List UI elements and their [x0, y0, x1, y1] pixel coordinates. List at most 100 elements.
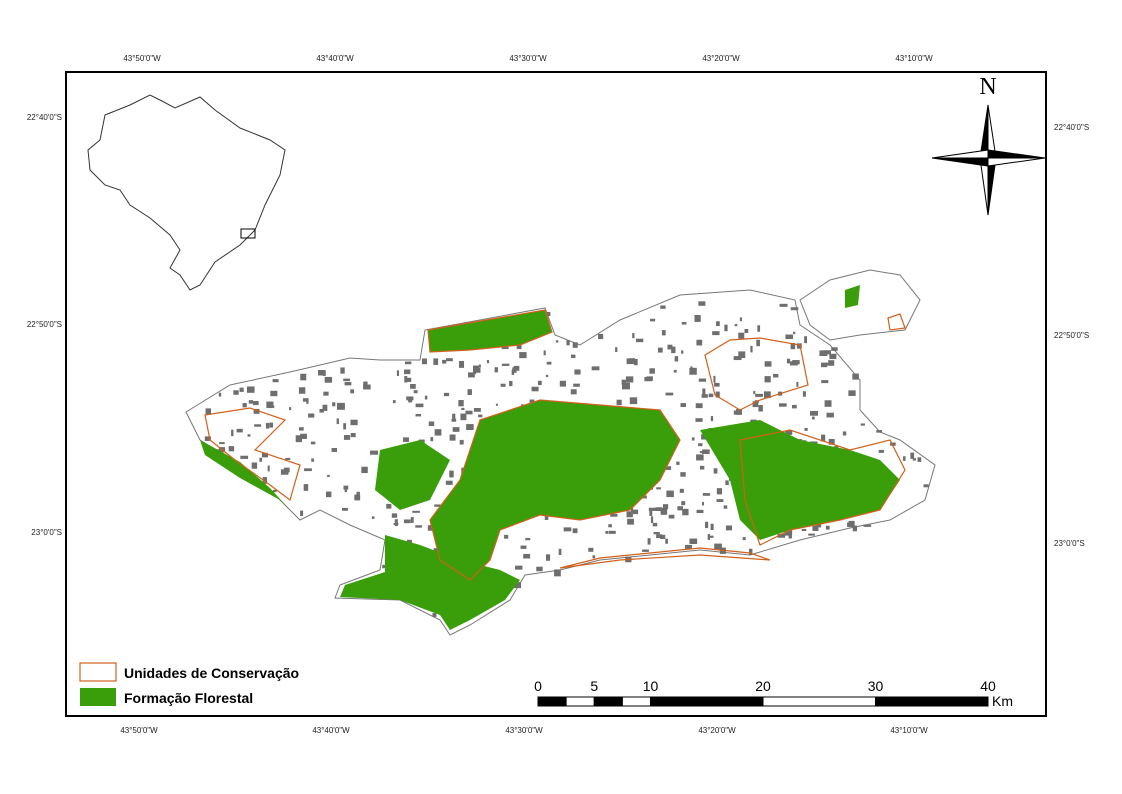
gray-speck	[513, 582, 522, 589]
gray-speck	[702, 388, 706, 395]
coord-label: 43°30'0"W	[505, 726, 543, 735]
gray-speck	[828, 439, 835, 445]
scale-segment	[565, 696, 595, 707]
gray-speck	[649, 510, 653, 516]
gray-speck	[242, 403, 247, 408]
coord-label: 23°0'0"S	[1054, 539, 1085, 548]
gray-speck	[616, 399, 622, 406]
gray-speck	[432, 613, 437, 617]
inset-locator	[240, 228, 256, 239]
gray-speck	[695, 403, 703, 409]
gray-speck	[796, 343, 802, 349]
gray-speck	[370, 450, 378, 455]
gray-speck	[449, 434, 456, 441]
gray-speck	[716, 499, 724, 502]
gray-speck	[610, 513, 618, 517]
gray-speck	[219, 442, 225, 445]
legend-swatch	[79, 662, 117, 682]
gray-speck	[664, 466, 672, 470]
gray-speck	[424, 395, 428, 400]
gray-speck	[696, 339, 703, 346]
gray-speck	[764, 361, 772, 367]
forest-patch	[340, 535, 520, 630]
gray-speck	[592, 555, 596, 559]
gray-speck	[543, 350, 546, 356]
gray-speck	[218, 392, 222, 397]
gray-speck	[680, 403, 686, 408]
gray-speck	[668, 514, 675, 519]
gray-speck	[588, 547, 594, 552]
gray-speck	[642, 549, 649, 552]
gray-speck	[753, 390, 756, 395]
gray-speck	[779, 303, 788, 307]
scale-label: 40	[980, 678, 996, 694]
gray-speck	[520, 545, 527, 549]
gray-speck	[504, 534, 509, 539]
gray-speck	[878, 449, 884, 453]
gray-speck	[478, 364, 481, 368]
gray-speck	[733, 356, 742, 361]
gray-speck	[461, 407, 465, 411]
gray-speck	[701, 394, 708, 398]
gray-speck	[825, 525, 830, 530]
gray-speck	[696, 509, 704, 514]
gray-speck	[650, 318, 656, 322]
gray-speck	[702, 449, 710, 454]
gray-speck	[684, 544, 692, 549]
gray-speck	[434, 429, 442, 436]
gray-speck	[544, 513, 549, 520]
gray-speck	[404, 369, 411, 375]
gray-speck	[415, 403, 424, 408]
gray-speck	[656, 534, 663, 539]
gray-speck	[415, 525, 422, 528]
gray-speck	[478, 414, 483, 418]
gray-speck	[236, 428, 243, 433]
gray-speck	[231, 429, 234, 437]
gray-speck	[467, 389, 472, 395]
gray-speck	[318, 369, 326, 376]
scale-segment	[875, 696, 989, 707]
gray-speck	[723, 505, 728, 509]
gray-speck	[655, 507, 663, 512]
gray-speck	[403, 519, 411, 524]
gray-speck	[662, 504, 669, 510]
gray-speck	[698, 301, 706, 306]
scale-unit: Km	[992, 693, 1013, 709]
gray-speck	[821, 380, 829, 384]
gray-speck	[324, 376, 333, 383]
gray-speck	[392, 400, 396, 404]
gray-speck	[598, 333, 604, 340]
gray-speck	[679, 488, 684, 493]
gray-speck	[311, 458, 315, 462]
gray-speck	[661, 330, 666, 336]
gray-speck	[744, 329, 749, 334]
gray-speck	[910, 452, 915, 459]
gray-speck	[344, 382, 352, 386]
coord-label: 22°40'0"S	[27, 113, 62, 122]
gray-speck	[405, 377, 412, 382]
conservation-unit	[427, 309, 553, 353]
gray-speck	[445, 480, 453, 485]
gray-speck	[725, 525, 732, 531]
gray-speck	[501, 363, 510, 366]
gray-speck	[270, 390, 278, 397]
gray-speck	[500, 383, 506, 387]
gray-speck	[246, 386, 255, 393]
gray-speck	[466, 424, 474, 431]
gray-speck	[677, 506, 683, 511]
gray-speck	[259, 457, 263, 462]
gray-speck	[342, 507, 348, 511]
gray-speck	[433, 358, 439, 365]
gray-speck	[635, 338, 644, 343]
conservation-unit	[887, 313, 906, 331]
gray-speck	[298, 387, 306, 394]
gray-speck	[452, 427, 460, 432]
gray-speck	[831, 347, 838, 351]
gray-speck	[755, 393, 764, 397]
gray-speck	[778, 403, 787, 407]
gray-speck	[608, 524, 612, 528]
gray-speck	[253, 408, 260, 414]
gray-speck	[336, 402, 345, 410]
gray-speck	[808, 533, 815, 536]
coord-label: 22°50'0"S	[1054, 331, 1089, 340]
